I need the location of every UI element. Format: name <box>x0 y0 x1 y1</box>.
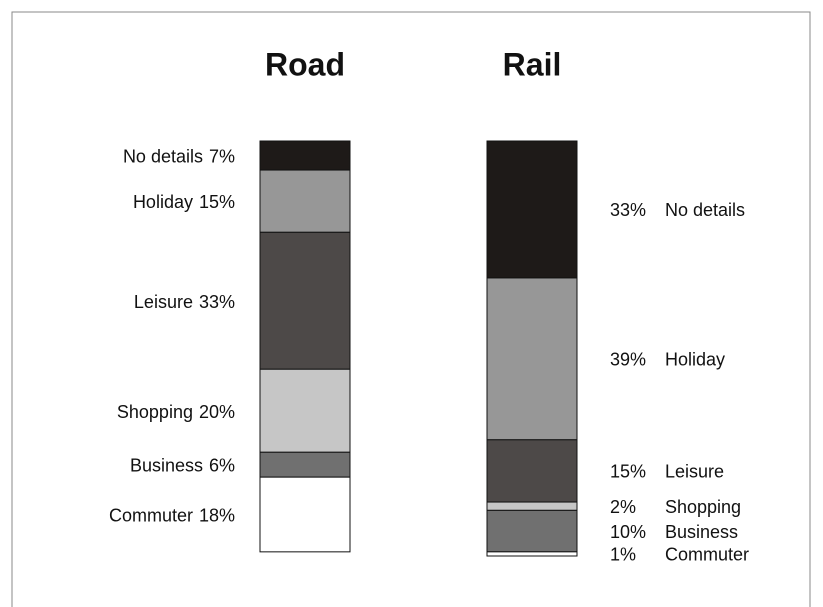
series-name: Holiday <box>665 350 725 370</box>
segment <box>486 277 578 441</box>
segment <box>259 476 351 553</box>
segment <box>486 140 578 279</box>
segment <box>486 509 578 553</box>
value-label: 1% <box>610 545 636 565</box>
segment <box>259 169 351 233</box>
segment-label: Commuter 18% <box>109 505 235 525</box>
value-label: 10% <box>610 522 646 542</box>
value-label: 33% <box>610 200 646 220</box>
segment <box>486 551 578 557</box>
value-label: 6% <box>209 455 235 475</box>
series-name: No details <box>123 146 203 166</box>
segment <box>259 140 351 171</box>
segment <box>486 501 578 511</box>
value-label: 15% <box>199 192 235 212</box>
series-name: Business <box>130 455 203 475</box>
segment-label: No details 7% <box>123 146 235 166</box>
series-name: Commuter <box>665 545 749 565</box>
series-name: Leisure <box>134 292 193 312</box>
value-label: 20% <box>199 402 235 422</box>
segment <box>259 451 351 478</box>
series-name: Business <box>665 522 738 542</box>
segment <box>259 368 351 453</box>
series-name: Shopping <box>665 497 741 517</box>
value-label: 18% <box>199 505 235 525</box>
series-name: Holiday <box>133 192 193 212</box>
series-name: No details <box>665 200 745 220</box>
segment-label: Leisure 33% <box>134 292 235 312</box>
value-label: 2% <box>610 497 636 517</box>
category-label: Rail <box>503 46 562 82</box>
value-label: 7% <box>209 146 235 166</box>
value-label: 39% <box>610 350 646 370</box>
segment-label: Holiday 15% <box>133 192 235 212</box>
series-name: Shopping <box>117 402 193 422</box>
series-name: Leisure <box>665 462 724 482</box>
segment <box>486 439 578 503</box>
value-label: 15% <box>610 462 646 482</box>
value-label: 33% <box>199 292 235 312</box>
segment-label: Business 6% <box>130 455 235 475</box>
series-name: Commuter <box>109 505 193 525</box>
category-label: Road <box>265 46 345 82</box>
segment-label: Shopping 20% <box>117 402 235 422</box>
frame <box>11 11 811 607</box>
segment <box>259 231 351 370</box>
